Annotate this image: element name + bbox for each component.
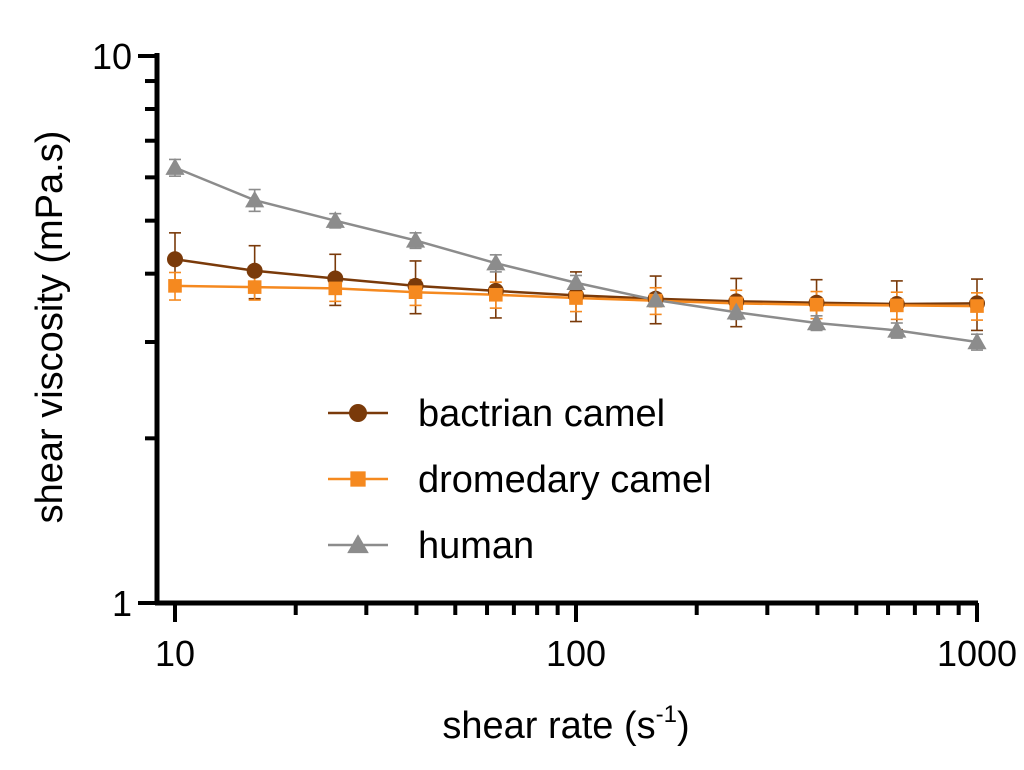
human-point [646, 290, 666, 308]
y-tick-label: 10 [92, 36, 132, 77]
human-point [405, 230, 426, 248]
legend-bactrian-camel-marker [349, 404, 367, 422]
legend-bactrian-camel-label: bactrian camel [418, 393, 665, 435]
y-ticks: 1 10 [92, 36, 157, 624]
y-tick-label: 1 [112, 583, 132, 624]
dromedary-camel-point [247, 280, 262, 294]
legend-dromedary-camel-label: dromedary camel [418, 459, 712, 501]
bactrian-camel-point [246, 262, 263, 279]
dromedary-camel-point [168, 279, 182, 293]
human-point [165, 158, 185, 175]
legend-dromedary-camel-marker [350, 471, 366, 487]
y-axis-title: shear viscosity (mPa.s) [29, 131, 71, 524]
bactrian-camel-point [167, 251, 183, 268]
x-tick-label: 1000 [937, 633, 1017, 674]
dromedary-camel-point [408, 285, 423, 299]
dromedary-camel-point [890, 298, 904, 313]
x-axis-title: shear rate (s-1) [442, 701, 689, 747]
legend: bactrian camel dromedary camel human [328, 393, 712, 567]
human-point [806, 313, 827, 331]
dromedary-camel-point [489, 287, 503, 302]
human-point [566, 273, 586, 290]
x-axis-title-close: ) [677, 705, 690, 747]
human-point [245, 190, 265, 208]
x-ticks: 10 100 1000 [155, 603, 1017, 674]
x-axis-title-main: shear rate (s [442, 705, 655, 747]
dromedary-camel-point [809, 297, 824, 312]
dromedary-camel-point [569, 291, 583, 305]
human-point [887, 320, 907, 338]
x-axis-title-sup: -1 [656, 701, 677, 728]
x-tick-label: 10 [155, 633, 195, 674]
dromedary-camel-point [970, 299, 984, 313]
legend-human-label: human [418, 525, 534, 567]
legend-human-marker [347, 534, 369, 554]
human-point [726, 302, 746, 320]
x-tick-label: 100 [546, 633, 606, 674]
dromedary-camel-point [328, 281, 343, 296]
axes: 10 100 1000 1 10 [92, 36, 1017, 674]
human-point [486, 253, 506, 271]
human-point [325, 211, 345, 228]
markers-layer [165, 158, 987, 350]
error-bars-layer [169, 158, 983, 351]
human-point [967, 332, 987, 350]
